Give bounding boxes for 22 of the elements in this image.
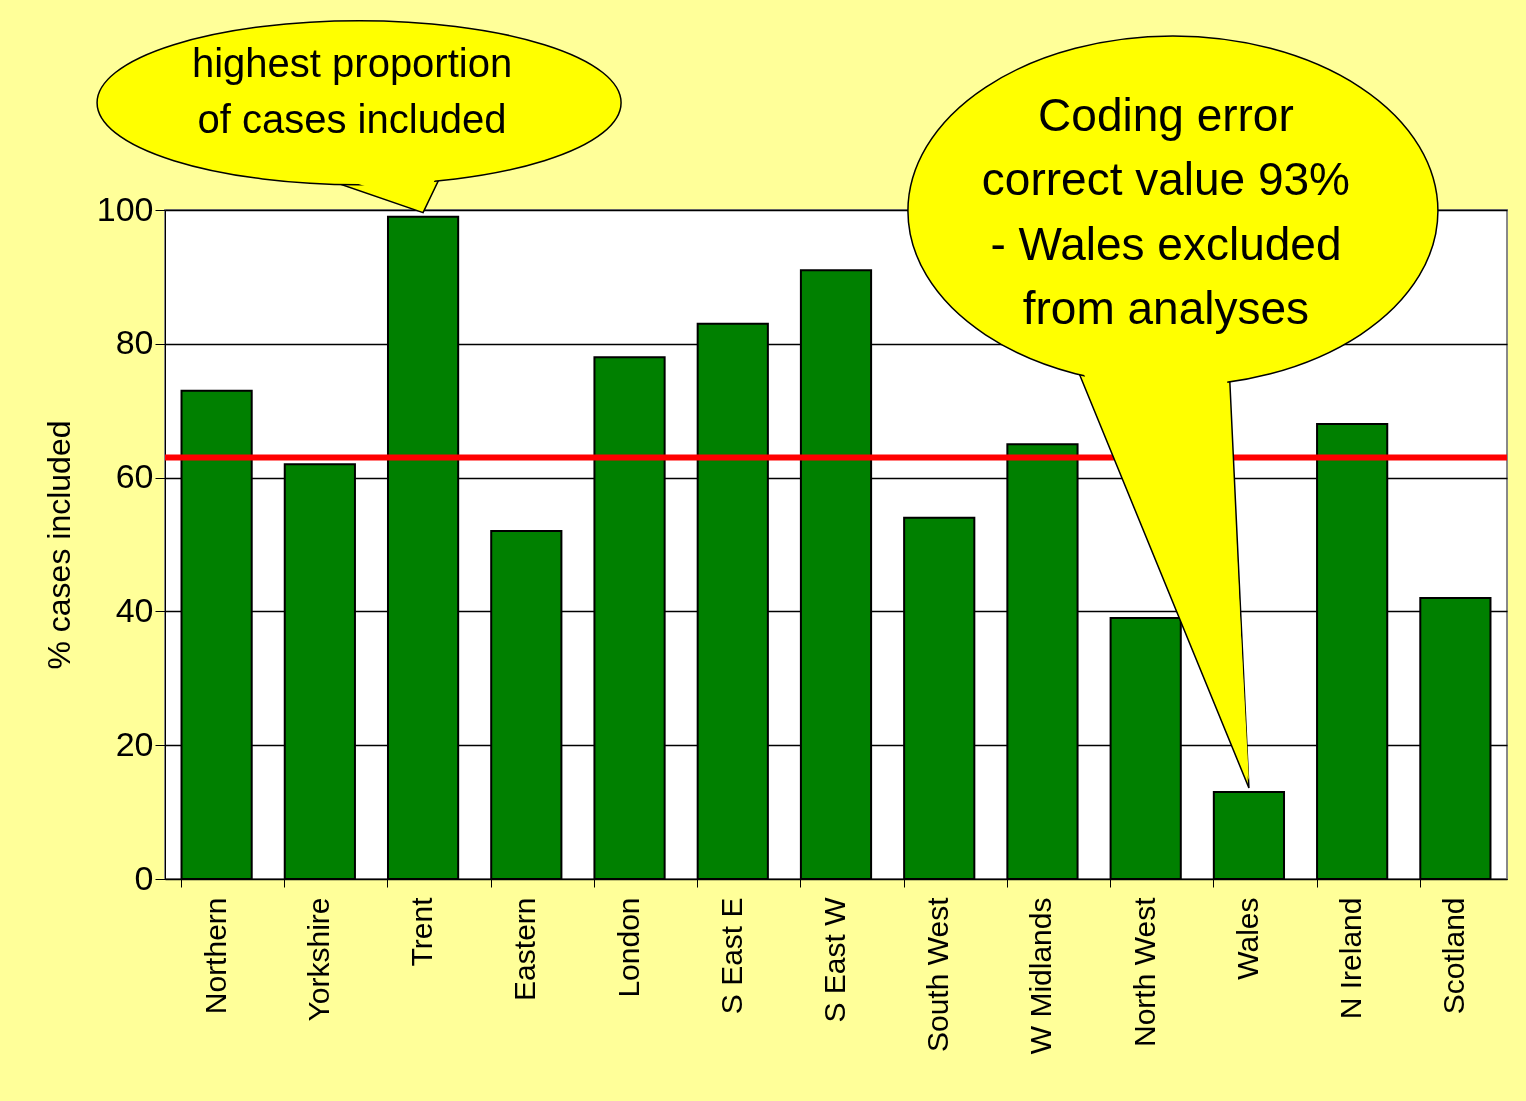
y-tick-label: 100 — [96, 189, 154, 228]
x-tick-label: South West — [921, 896, 955, 1053]
x-tick-label: Scotland — [1437, 897, 1471, 1015]
y-tick-label: 60 — [115, 457, 154, 496]
x-tick-label: N Ireland — [1334, 897, 1368, 1020]
y-axis-title: % cases included — [40, 420, 77, 670]
annotation: Coding error correct value 93% - Wales excluded from analyses — [981, 89, 1351, 335]
y-tick-label: 80 — [115, 323, 154, 362]
x-tick-label: W Midlands — [1024, 897, 1058, 1055]
y-tick-label: 40 — [115, 590, 154, 629]
x-tick-label: London — [611, 897, 645, 998]
x-tick-label: Eastern — [508, 897, 542, 1001]
annotation: highest proportion of cases included — [191, 40, 513, 141]
x-tick-label: North West — [1127, 896, 1161, 1047]
x-tick-label: S East E — [714, 897, 748, 1015]
x-tick-label: Trent — [405, 896, 439, 967]
x-tick-label: Yorkshire — [301, 897, 335, 1022]
y-tick-label: 20 — [115, 724, 154, 763]
x-tick-label: Wales — [1230, 897, 1264, 980]
x-tick-label: Northern — [198, 897, 232, 1015]
x-tick-label: S East W — [818, 896, 851, 1023]
y-tick-label: 0 — [134, 858, 154, 897]
